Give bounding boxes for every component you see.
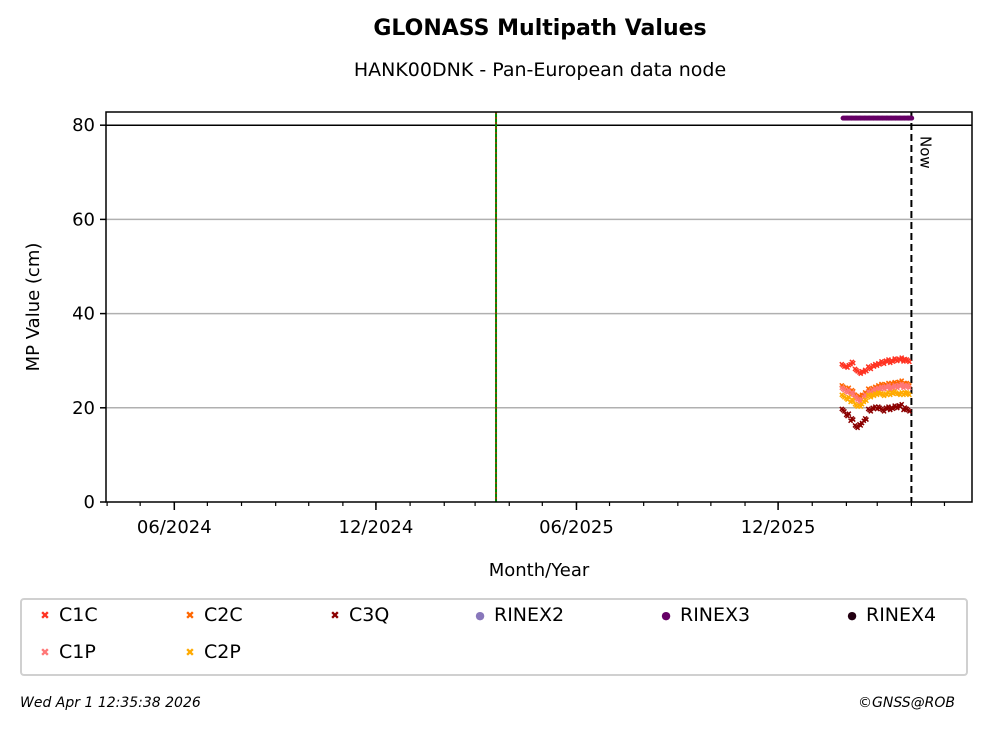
data-point-C1P bbox=[906, 385, 912, 391]
data-point-C1C bbox=[881, 361, 887, 367]
data-point-C1C bbox=[885, 356, 891, 363]
y-tick-label: 20 bbox=[72, 398, 95, 419]
legend-marker-icon: ✖ bbox=[40, 608, 50, 622]
data-point-RINEX3 bbox=[909, 115, 915, 121]
data-point-C1P bbox=[899, 381, 905, 387]
legend-marker-icon: ✖ bbox=[185, 608, 195, 622]
legend-marker-icon: ✖ bbox=[330, 608, 340, 622]
x-tick-label: 12/2024 bbox=[339, 517, 414, 538]
data-point-C1P bbox=[885, 382, 891, 388]
y-tick-label: 60 bbox=[72, 209, 95, 230]
legend-marker-icon: ✖ bbox=[185, 645, 195, 659]
data-point-C1C bbox=[877, 361, 883, 367]
x-axis-label: Month/Year bbox=[489, 560, 590, 581]
x-tick-label: 06/2024 bbox=[137, 517, 212, 538]
data-point-C3Q bbox=[885, 404, 891, 410]
data-point-C2P bbox=[850, 398, 856, 404]
legend-marker-icon: ● bbox=[847, 608, 857, 622]
chart-subtitle: HANK00DNK - Pan-European data node bbox=[353, 59, 727, 81]
data-point-C3Q bbox=[890, 406, 896, 412]
data-point-C3Q bbox=[850, 417, 856, 423]
data-point-C2P bbox=[863, 398, 869, 404]
legend-label: C3Q bbox=[349, 604, 390, 626]
legend-marker-icon: ✖ bbox=[40, 645, 50, 659]
legend-item-c1p: ✖ C1P bbox=[37, 641, 96, 663]
legend-label: C1P bbox=[59, 641, 96, 663]
legend-marker-icon: ● bbox=[475, 608, 485, 622]
legend: ✖ C1C ✖ C2C ✖ C3Q ✖ C1P ✖ C2P ● RINEX2 ● RINEX3 ● RINEX… bbox=[20, 598, 968, 676]
legend-label: RINEX2 bbox=[494, 604, 565, 626]
now-label: Now bbox=[916, 136, 934, 169]
legend-label: C2C bbox=[204, 604, 243, 626]
x-tick-label: 12/2025 bbox=[741, 517, 816, 538]
data-point-C3Q bbox=[841, 408, 847, 414]
data-point-C1C bbox=[906, 359, 912, 365]
data-point-C2P bbox=[906, 392, 912, 398]
y-tick-label: 40 bbox=[72, 304, 95, 325]
legend-item-c3q: ✖ C3Q bbox=[327, 604, 389, 626]
legend-label: C1C bbox=[59, 604, 98, 626]
y-tick-label: 80 bbox=[72, 115, 95, 136]
legend-marker-icon: ● bbox=[661, 608, 671, 622]
legend-label: RINEX3 bbox=[680, 604, 751, 626]
legend-item-rinex3: ● RINEX3 bbox=[658, 604, 750, 626]
data-point-C1C bbox=[890, 359, 896, 365]
legend-item-c1c: ✖ C1C bbox=[37, 604, 98, 626]
y-tick-label: 0 bbox=[84, 492, 95, 513]
y-axis-label: MP Value (cm) bbox=[23, 243, 44, 372]
legend-item-c2c: ✖ C2C bbox=[182, 604, 243, 626]
data-point-C1C bbox=[899, 355, 905, 361]
legend-item-rinex4: ● RINEX4 bbox=[844, 604, 936, 626]
timestamp: Wed Apr 1 12:35:38 2026 bbox=[20, 695, 201, 711]
legend-label: RINEX4 bbox=[866, 604, 937, 626]
legend-item-rinex2: ● RINEX2 bbox=[472, 604, 564, 626]
data-point-C1P bbox=[850, 391, 856, 397]
copyright: ©GNSS@ROB bbox=[858, 695, 955, 711]
data-point-C3Q bbox=[863, 417, 869, 423]
x-tick-label: 06/2025 bbox=[539, 517, 614, 538]
data-point-C3Q bbox=[846, 411, 852, 417]
chart-area: Now 0 20 40 60 80 06/2024 12/2024 06/2025 12/2025… bbox=[23, 111, 973, 581]
legend-item-c2p: ✖ C2P bbox=[182, 641, 241, 663]
data-point-C1C bbox=[850, 360, 856, 366]
data-point-C3Q bbox=[906, 408, 912, 414]
plot-frame bbox=[105, 111, 973, 503]
legend-label: C2P bbox=[204, 641, 241, 663]
chart-title: GLONASS Multipath Values bbox=[373, 16, 707, 41]
